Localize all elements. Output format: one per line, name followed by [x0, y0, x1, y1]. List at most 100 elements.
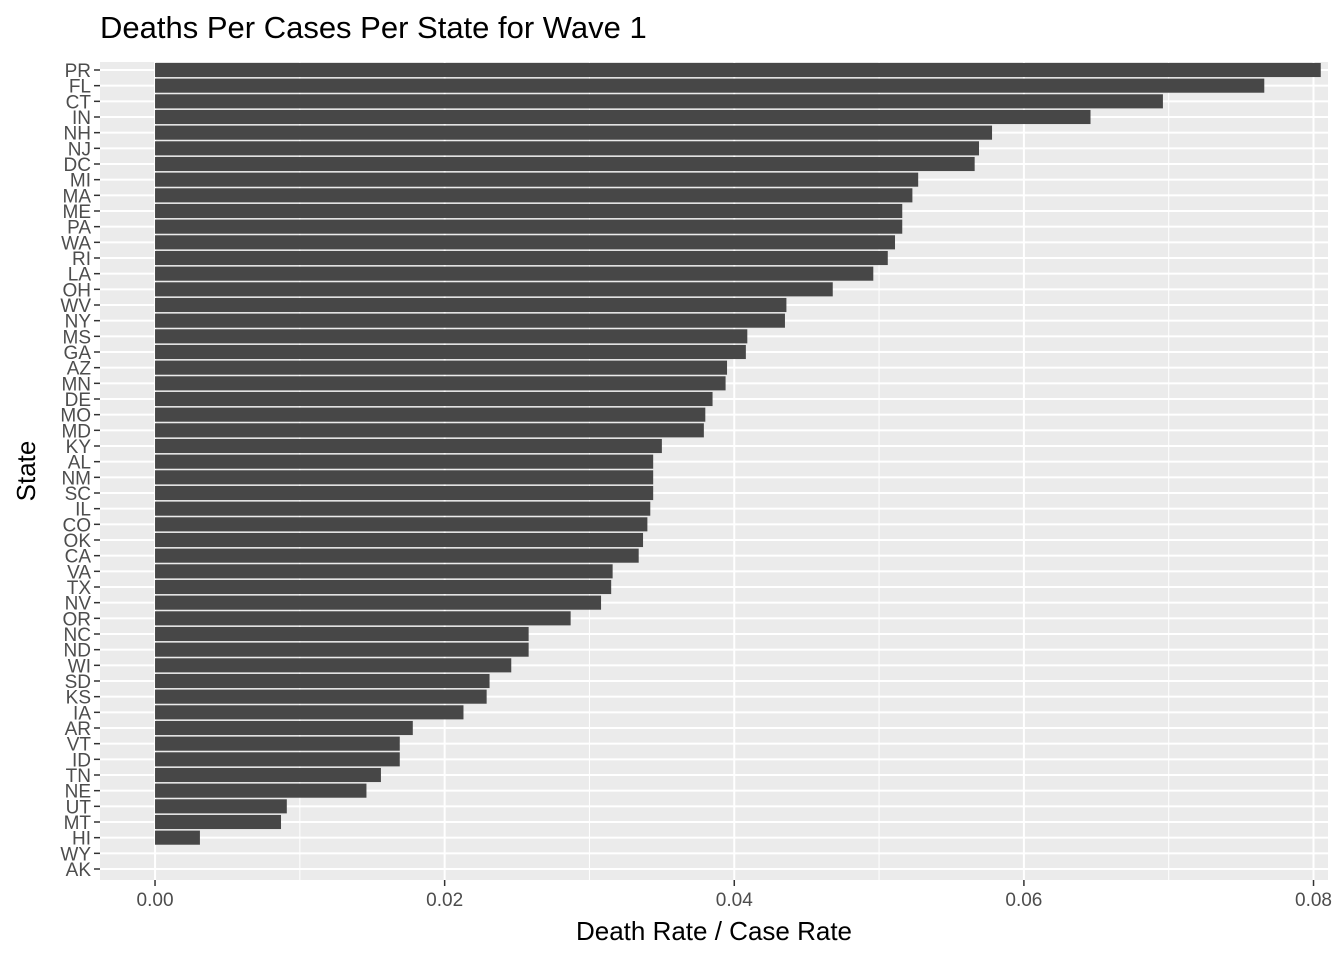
- y-tick-label-pa: PA: [67, 218, 91, 239]
- bar-nd: [155, 642, 529, 657]
- y-tick-label-co: CO: [63, 515, 92, 536]
- bar-nh: [155, 125, 993, 140]
- y-tick-label-ma: MA: [63, 186, 92, 207]
- chart-title: Deaths Per Cases Per State for Wave 1: [100, 10, 647, 45]
- bar-ar: [155, 720, 413, 736]
- bar-sc: [155, 485, 654, 501]
- y-tick-label-mo: MO: [60, 406, 91, 427]
- bar-me: [155, 203, 903, 219]
- bar-la: [155, 266, 874, 281]
- y-tick-label-ne: NE: [65, 782, 91, 803]
- y-tick-label-nd: ND: [64, 641, 91, 662]
- bars-group: [155, 62, 1321, 845]
- bar-ca: [155, 548, 639, 563]
- y-tick-label-ky: KY: [66, 437, 92, 458]
- bar-co: [155, 517, 648, 532]
- bar-sd: [155, 673, 490, 689]
- y-tick-label-wi: WI: [68, 656, 91, 677]
- y-tick-label-sd: SD: [65, 672, 91, 693]
- bar-pr: [155, 62, 1321, 78]
- bar-nv: [155, 595, 602, 610]
- bar-mi: [155, 172, 919, 187]
- y-tick-label-tn: TN: [66, 766, 91, 787]
- bar-il: [155, 501, 651, 516]
- y-tick-label-fl: FL: [69, 77, 91, 98]
- y-tick-label-ok: OK: [64, 531, 92, 552]
- bar-dc: [155, 156, 975, 172]
- bar-mt: [155, 814, 282, 830]
- bar-nm: [155, 470, 654, 485]
- y-tick-label-al: AL: [68, 453, 91, 474]
- x-axis: 0.00 0.02 0.04 0.06 0.08: [137, 880, 1332, 911]
- y-tick-label-hi: HI: [72, 829, 91, 850]
- y-tick-label-nj: NJ: [68, 139, 91, 160]
- bar-or: [155, 611, 571, 626]
- y-tick-label-id: ID: [72, 750, 91, 771]
- bar-tn: [155, 767, 381, 783]
- y-tick-label-mi: MI: [70, 171, 91, 192]
- y-tick-label-vt: VT: [67, 735, 92, 756]
- bar-ne: [155, 783, 367, 798]
- y-tick-label-oh: OH: [63, 280, 92, 301]
- y-tick-label-ct: CT: [66, 92, 92, 113]
- bar-nj: [155, 141, 980, 156]
- y-tick-label-ri: RI: [72, 249, 91, 270]
- bar-ut: [155, 799, 287, 814]
- y-tick-label-nc: NC: [64, 625, 91, 646]
- y-tick-label-ms: MS: [63, 327, 92, 348]
- x-tick-label: 0.00: [137, 890, 174, 911]
- y-tick-label-ar: AR: [65, 719, 91, 740]
- y-tick-label-nm: NM: [61, 468, 91, 489]
- bar-az: [155, 360, 728, 375]
- y-tick-label-ca: CA: [65, 547, 92, 568]
- y-tick-label-az: AZ: [67, 359, 92, 380]
- x-tick-label: 0.04: [716, 890, 753, 911]
- bar-ia: [155, 705, 464, 720]
- y-tick-label-ut: UT: [66, 797, 92, 818]
- y-tick-label-me: ME: [63, 202, 92, 223]
- y-tick-label-pr: PR: [65, 61, 91, 82]
- bar-ri: [155, 250, 888, 266]
- y-tick-label-md: MD: [61, 421, 91, 442]
- y-tick-label-dc: DC: [64, 155, 91, 176]
- bar-pa: [155, 219, 903, 234]
- bar-mn: [155, 376, 726, 391]
- y-tick-label-mt: MT: [64, 813, 92, 834]
- y-tick-label-wy: WY: [60, 844, 91, 865]
- y-tick-label-wv: WV: [60, 296, 91, 317]
- y-tick-label-in: IN: [72, 108, 91, 129]
- bar-va: [155, 564, 613, 579]
- bar-ct: [155, 94, 1163, 109]
- y-tick-label-va: VA: [67, 562, 91, 583]
- y-tick-label-tx: TX: [67, 578, 92, 599]
- bar-hi: [155, 830, 200, 845]
- y-tick-label-il: IL: [75, 500, 91, 521]
- y-tick-label-or: OR: [63, 609, 92, 630]
- bar-ky: [155, 438, 662, 454]
- bar-ms: [155, 329, 748, 344]
- y-tick-label-de: DE: [65, 390, 91, 411]
- bar-de: [155, 391, 713, 407]
- bar-al: [155, 454, 654, 469]
- x-tick-label: 0.02: [426, 890, 463, 911]
- bar-ks: [155, 689, 487, 704]
- y-tick-label-wa: WA: [61, 233, 91, 254]
- y-tick-label-nv: NV: [65, 594, 92, 615]
- bar-wa: [155, 235, 896, 250]
- bar-tx: [155, 579, 612, 595]
- y-tick-label-sc: SC: [65, 484, 91, 505]
- x-axis-title: Death Rate / Case Rate: [576, 916, 852, 946]
- bar-ny: [155, 313, 785, 328]
- bar-wi: [155, 658, 512, 673]
- y-axis-title: State: [11, 441, 41, 502]
- bar-mo: [155, 407, 706, 422]
- y-tick-label-la: LA: [68, 265, 92, 286]
- bar-ga: [155, 344, 746, 360]
- y-tick-label-ks: KS: [66, 688, 91, 709]
- y-tick-label-ia: IA: [73, 703, 91, 724]
- bar-md: [155, 423, 704, 438]
- y-axis: PRFLCTINNHNJDCMIMAMEPAWARILAOHWVNYMSGAAZ…: [60, 61, 100, 881]
- bar-wv: [155, 297, 787, 313]
- bar-oh: [155, 282, 833, 297]
